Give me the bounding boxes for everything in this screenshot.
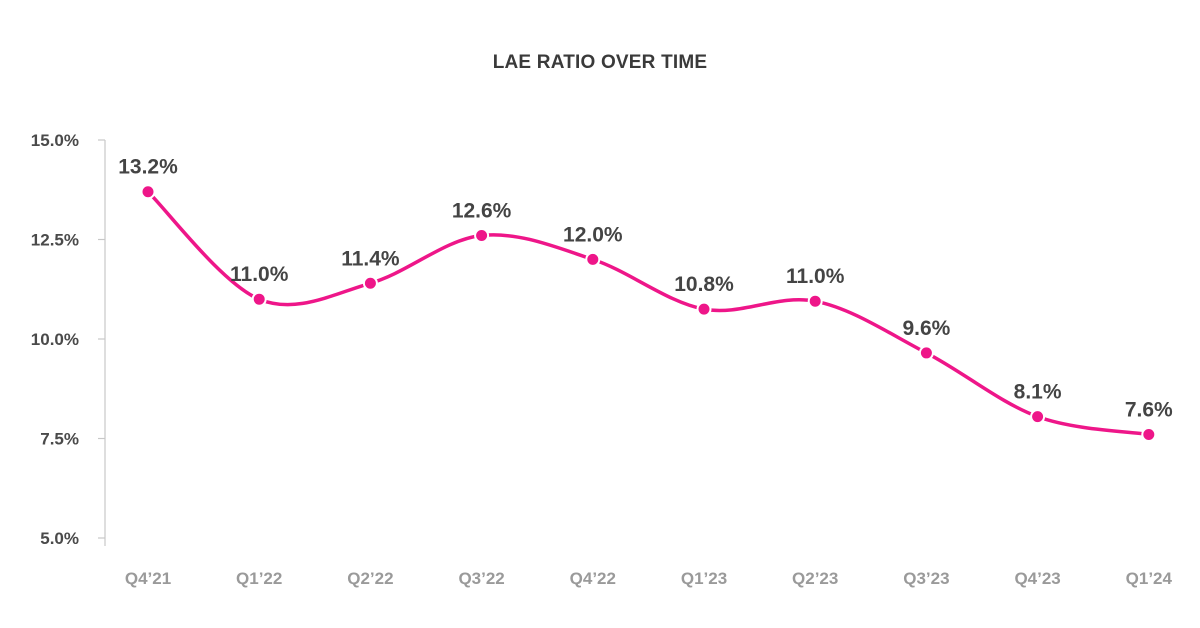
data-point (696, 301, 712, 317)
x-tick-label: Q4’22 (570, 569, 616, 588)
x-tick-label: Q1’22 (236, 569, 282, 588)
x-tick-label: Q3’22 (458, 569, 504, 588)
data-point (1141, 427, 1157, 443)
data-label: 9.6% (902, 317, 950, 340)
y-tick-label: 15.0% (31, 131, 79, 150)
data-label: 7.6% (1125, 399, 1173, 422)
x-tick-label: Q3’23 (903, 569, 949, 588)
data-point (251, 291, 267, 307)
data-point (362, 275, 378, 291)
data-label: 11.0% (786, 265, 845, 288)
x-tick-label: Q2’23 (792, 569, 838, 588)
y-tick-label: 7.5% (40, 430, 79, 449)
x-tick-label: Q1’24 (1126, 569, 1173, 588)
data-point (918, 345, 934, 361)
data-point (807, 293, 823, 309)
series-line (146, 189, 1151, 437)
data-label: 12.6% (452, 200, 512, 223)
data-label: 8.1% (1014, 381, 1062, 404)
data-label: 10.8% (674, 273, 734, 296)
x-tick-label: Q4’23 (1014, 569, 1060, 588)
y-tick-label: 12.5% (31, 231, 79, 250)
data-label: 11.4% (341, 247, 400, 270)
chart-title: LAE RATIO OVER TIME (492, 52, 708, 73)
data-point (474, 228, 490, 244)
x-tick-label: Q1’23 (681, 569, 727, 588)
data-label: 11.0% (230, 263, 289, 286)
data-point (1030, 409, 1046, 425)
x-tick-label: Q2’22 (347, 569, 393, 588)
x-tick-label: Q4’21 (125, 569, 171, 588)
data-label: 12.0% (563, 223, 623, 246)
y-tick-label: 10.0% (31, 330, 79, 349)
data-point (585, 251, 601, 267)
y-tick-label: 5.0% (40, 529, 79, 548)
data-label: 13.2% (118, 156, 178, 179)
data-point (140, 184, 156, 200)
